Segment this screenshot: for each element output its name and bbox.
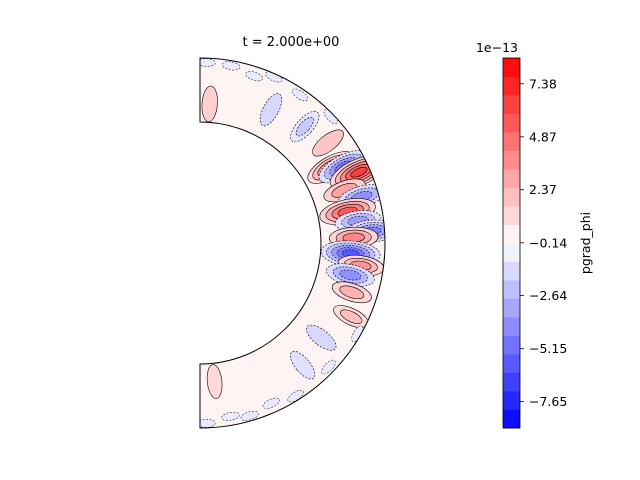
- contour-level: [340, 309, 363, 324]
- contour-speckle: [291, 88, 308, 102]
- colorbar-band: [503, 169, 520, 188]
- colorbar-label: pgrad_phi: [578, 212, 593, 274]
- colorbar-band: [503, 298, 520, 318]
- colorbar-band: [503, 58, 520, 77]
- contour-speckle: [200, 419, 216, 428]
- contour-speckle: [323, 109, 338, 124]
- contour-speckle: [321, 359, 336, 375]
- colorbar-tick-label: 7.38: [529, 76, 557, 91]
- colorbar-offset-text: 1e−13: [476, 40, 518, 55]
- contour-speckle: [221, 411, 240, 421]
- contour-blob: [312, 129, 344, 157]
- contour-speckle: [265, 71, 283, 83]
- contour-blob: [206, 364, 223, 399]
- contour-speckle: [200, 58, 216, 67]
- contour-speckle: [222, 61, 241, 71]
- colorbar-band: [503, 243, 520, 262]
- contour-level: [339, 269, 362, 281]
- colorbar-band: [503, 280, 520, 299]
- contour-speckle: [240, 411, 259, 421]
- contour-speckle: [287, 389, 304, 403]
- colorbar-band: [503, 354, 520, 373]
- contour-speckle: [262, 397, 280, 409]
- colorbar-tick-label: −7.65: [529, 394, 567, 409]
- contour-blob: [290, 111, 320, 143]
- contour-level: [206, 364, 223, 399]
- contour-blob: [289, 350, 316, 380]
- colorbar-band: [503, 76, 520, 96]
- colorbar-ticks: 7.38 4.87 2.37 −0.14 −2.64 −5.15 −7.65: [520, 76, 567, 409]
- colorbar-tick-label: −5.15: [529, 341, 567, 356]
- contour-blob: [333, 305, 370, 329]
- colorbar: 7.38 4.87 2.37 −0.14 −2.64 −5.15 −7.65 1e−13 p…: [476, 40, 593, 429]
- contour-level: [350, 166, 368, 178]
- plot-title: t = 2.000e+00: [243, 35, 340, 50]
- colorbar-tick-label: 2.37: [529, 182, 557, 197]
- colorbar-band: [503, 206, 520, 225]
- contour-blob: [306, 324, 337, 351]
- colorbar-band: [503, 409, 520, 429]
- contour-level: [295, 116, 314, 137]
- shell-boundary: [199, 57, 386, 429]
- colorbar-band: [503, 95, 520, 114]
- colorbar-band: [503, 391, 520, 410]
- contour-blob: [326, 263, 375, 287]
- colorbar-band: [503, 187, 520, 207]
- colorbar-band: [503, 113, 520, 133]
- contour-level: [312, 129, 344, 157]
- contour-speckle: [351, 325, 364, 343]
- colorbar-band: [503, 150, 520, 170]
- colorbar-tick-label: −0.14: [529, 235, 567, 250]
- contour-level: [339, 285, 365, 300]
- colorbar-band: [503, 372, 520, 392]
- colorbar-bands: [503, 58, 520, 429]
- colorbar-band: [503, 132, 520, 151]
- shell-contour-plot: [200, 58, 385, 428]
- colorbar-tick-label: 4.87: [529, 129, 557, 144]
- contour-level: [306, 324, 337, 351]
- colorbar-band: [503, 317, 520, 336]
- contour-level: [289, 350, 316, 380]
- colorbar-band: [503, 224, 520, 244]
- colorbar-band: [503, 261, 520, 281]
- colorbar-band: [503, 335, 520, 355]
- contour-speckle: [245, 71, 264, 82]
- contour-blobs: [200, 58, 385, 428]
- contour-blob: [331, 281, 372, 304]
- colorbar-tick-label: −2.64: [529, 288, 567, 303]
